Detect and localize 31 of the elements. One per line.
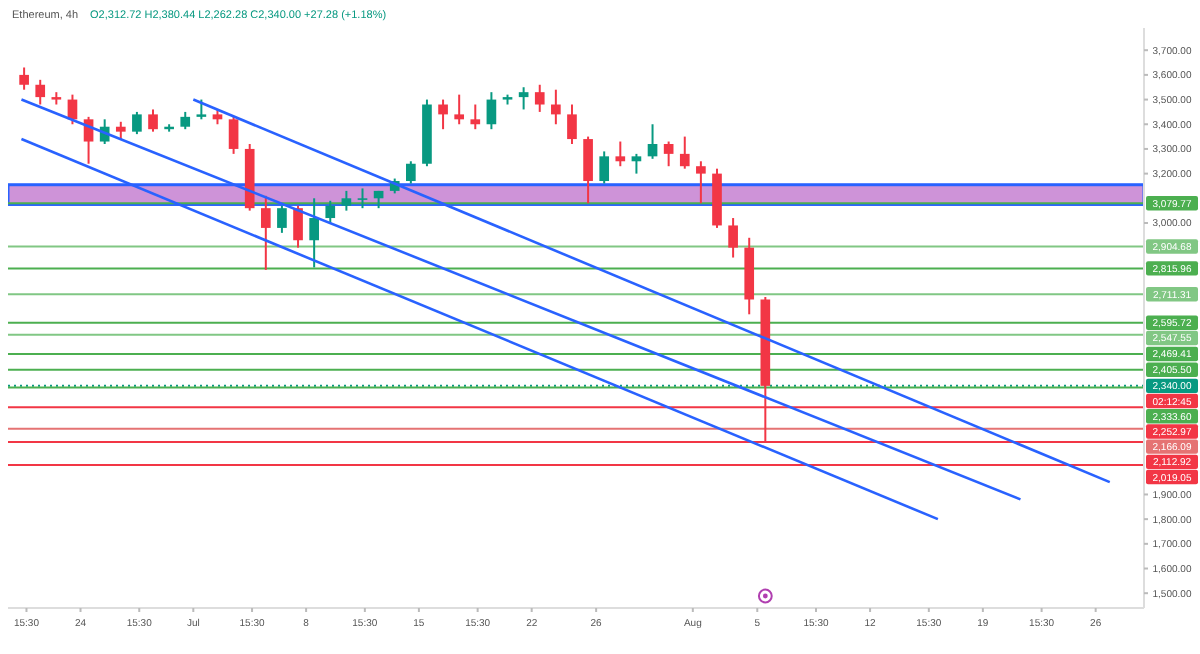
candlestick: [518, 86, 529, 111]
candlestick: [615, 140, 626, 168]
candlestick: [228, 115, 239, 155]
candlestick: [631, 152, 642, 175]
candlestick: [196, 98, 207, 121]
candlestick: [277, 204, 287, 234]
candlestick: [551, 88, 561, 126]
candlestick: [309, 197, 319, 269]
candlestick: [260, 194, 271, 271]
candlestick: [663, 140, 674, 168]
candlestick: [454, 93, 465, 126]
candlestick: [148, 108, 158, 133]
candlestick: [470, 103, 481, 131]
candlestick: [728, 217, 738, 259]
candlestick: [438, 98, 448, 131]
candlestick: [341, 189, 352, 212]
candlestick: [647, 123, 658, 160]
candlestick: [696, 160, 706, 205]
candlestick: [35, 78, 46, 106]
candlestick: [534, 83, 545, 113]
candlestick: [406, 160, 416, 185]
candlestick: [357, 187, 368, 210]
candlestick: [599, 150, 610, 185]
candlestick: [567, 103, 577, 145]
candlestick: [583, 135, 593, 205]
candlestick: [132, 110, 142, 136]
candlestick: [486, 91, 497, 131]
candlestick: [325, 199, 336, 224]
candlestick: [293, 204, 303, 249]
candlestick: [679, 135, 690, 170]
candlestick: [19, 66, 29, 91]
